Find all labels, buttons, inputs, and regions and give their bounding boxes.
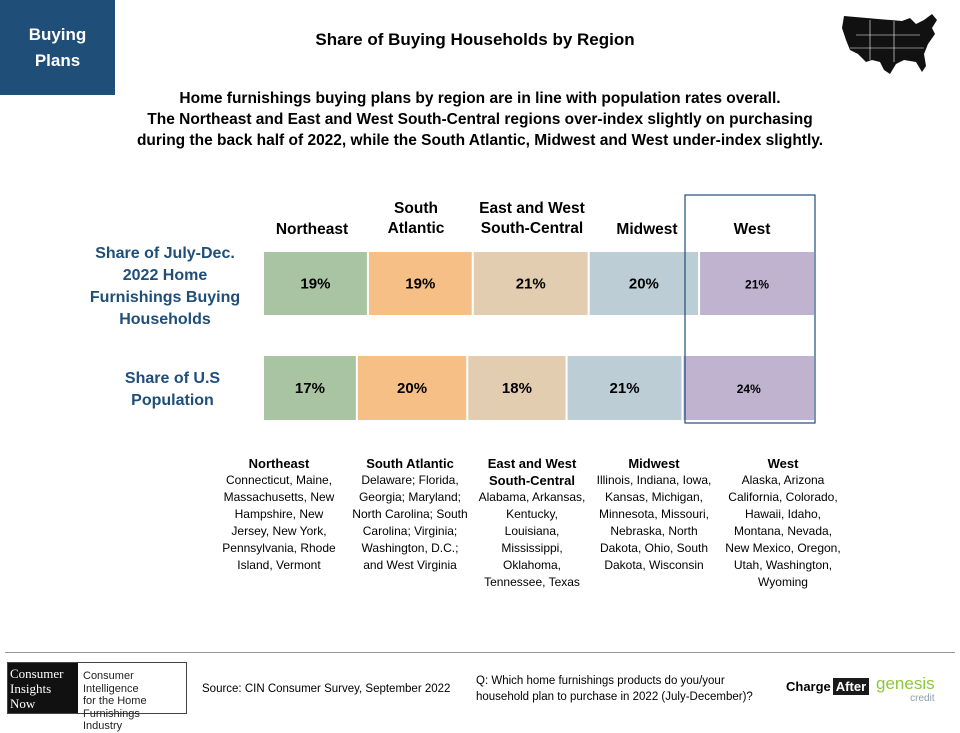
header-ews-central-line-2: South-Central	[480, 220, 584, 237]
subtitle-line-3: during the back half of 2022, while the …	[136, 132, 824, 149]
survey-question-line-2: household plan to purchase in 2022 (July…	[476, 691, 753, 703]
bar-west-row-2	[683, 356, 814, 420]
row-label-buying-line-4: Households	[119, 311, 211, 328]
bar-east-and-west-south-central-row-1	[473, 252, 588, 315]
bar-midwest-row-1	[589, 252, 699, 315]
desc-south-atlantic: South Atlantic Delaware; Florida, Georgi…	[352, 455, 468, 574]
desc-west: West Alaska, Arizona California, Colorad…	[724, 455, 842, 591]
us-map-icon	[842, 14, 937, 74]
section-badge: Buying Plans	[0, 0, 115, 95]
cin-tagline: Consumer Intelligence for the Home Furni…	[78, 663, 186, 732]
header-west: West	[702, 220, 802, 240]
desc-midwest: Midwest Illinois, Indiana, Iowa, Kansas,…	[594, 455, 714, 574]
cin-logo-mark: Consumer Insights Now	[8, 663, 78, 713]
data-label-northeast-row-2: 17%	[295, 380, 325, 397]
desc-ews-central-states: Alabama, Arkansas, Kentucky, Louisiana, …	[478, 490, 586, 589]
cin-logo-line-3: Now	[10, 696, 36, 711]
row-label-population: Share of U.S Population	[90, 368, 255, 412]
row-label-buying-line-2: 2022 Home	[122, 267, 208, 284]
desc-south-atlantic-states: Delaware; Florida, Georgia; Maryland; No…	[352, 473, 468, 572]
footer-divider	[5, 652, 955, 653]
header-south-atlantic: South Atlantic	[366, 199, 466, 239]
genesis-credit-logo: genesis credit	[876, 674, 935, 706]
bar-northeast-row-2	[264, 356, 356, 420]
row-label-population-line-2: Population	[131, 392, 214, 409]
desc-northeast-name: Northeast	[248, 456, 310, 471]
data-label-west-row-1: 21%	[745, 278, 769, 292]
bar-south-atlantic-row-1	[368, 252, 472, 315]
bar-east-and-west-south-central-row-2	[468, 356, 566, 420]
cin-logo-line-1: Consumer	[10, 666, 64, 681]
bar-northeast-row-1	[264, 252, 367, 315]
row-label-buying-line-1: Share of July-Dec.	[95, 245, 235, 262]
data-label-northeast-row-1: 19%	[300, 276, 330, 293]
bar-midwest-row-2	[567, 356, 682, 420]
survey-question-line-1: Q: Which home furnishings products do yo…	[476, 675, 725, 687]
subtitle-line-1: Home furnishings buying plans by region …	[179, 90, 781, 107]
cin-tagline-line-3: Furnishings Industry	[83, 707, 140, 733]
cin-logo: Consumer Insights Now Consumer Intellige…	[7, 662, 187, 732]
row-label-buying: Share of July-Dec. 2022 Home Furnishings…	[80, 243, 250, 331]
source-note: Source: CIN Consumer Survey, September 2…	[202, 683, 451, 695]
desc-midwest-name: Midwest	[628, 456, 680, 471]
bar-south-atlantic-row-2	[357, 356, 467, 420]
header-northeast-label: Northeast	[275, 221, 349, 238]
data-label-south-atlantic-row-1: 19%	[405, 276, 435, 293]
genesis-credit-text: credit	[910, 693, 935, 704]
data-label-midwest-row-1: 20%	[629, 276, 659, 293]
subtitle-line-2: The Northeast and East and West South-Ce…	[147, 111, 813, 128]
header-south-atlantic-line-2: Atlantic	[387, 220, 445, 237]
data-label-west-row-2: 24%	[737, 382, 761, 396]
header-ews-central: East and West South-Central	[466, 199, 598, 239]
row-label-buying-line-3: Furnishings Buying	[89, 289, 241, 306]
desc-midwest-states: Illinois, Indiana, Iowa, Kansas, Michiga…	[596, 473, 712, 572]
desc-ews-central: East and West South-Central Alabama, Ark…	[478, 455, 586, 591]
subtitle: Home furnishings buying plans by region …	[90, 88, 870, 151]
cin-tagline-line-2: for the Home	[83, 695, 147, 707]
header-south-atlantic-line-1: South	[394, 200, 438, 217]
chargeafter-text-1: Charge	[786, 679, 831, 694]
desc-west-name: West	[767, 456, 799, 471]
page-title: Share of Buying Households by Region	[315, 30, 635, 49]
desc-south-atlantic-name: South Atlantic	[366, 456, 454, 471]
badge-line-1: Buying	[28, 24, 87, 44]
survey-question: Q: Which home furnishings products do yo…	[476, 673, 776, 705]
data-label-midwest-row-2: 21%	[610, 380, 640, 397]
data-label-east-and-west-south-central-row-2: 18%	[502, 380, 532, 397]
bar-west-row-1	[700, 252, 814, 315]
cin-logo-line-2: Insights	[10, 681, 52, 696]
header-northeast: Northeast	[262, 220, 362, 240]
data-label-south-atlantic-row-2: 20%	[397, 380, 427, 397]
header-ews-central-line-1: East and West	[479, 200, 585, 217]
cin-tagline-line-1: Consumer Intelligence	[83, 670, 139, 695]
desc-west-states: Alaska, Arizona California, Colorado, Ha…	[725, 473, 841, 589]
row-label-population-line-1: Share of U.S	[124, 370, 221, 387]
desc-northeast-states: Connecticut, Maine, Massachusetts, New H…	[222, 473, 336, 572]
genesis-text: genesis	[876, 674, 935, 693]
header-west-label: West	[733, 221, 771, 238]
header-midwest: Midwest	[600, 220, 694, 240]
desc-northeast: Northeast Connecticut, Maine, Massachuse…	[218, 455, 340, 574]
chargeafter-logo: Charge After	[786, 678, 870, 695]
chargeafter-text-2: After	[832, 678, 870, 695]
badge-line-2: Plans	[34, 50, 81, 70]
data-label-east-and-west-south-central-row-1: 21%	[516, 276, 546, 293]
header-midwest-label: Midwest	[616, 221, 678, 238]
desc-ews-central-name: East and West South-Central	[487, 456, 577, 488]
